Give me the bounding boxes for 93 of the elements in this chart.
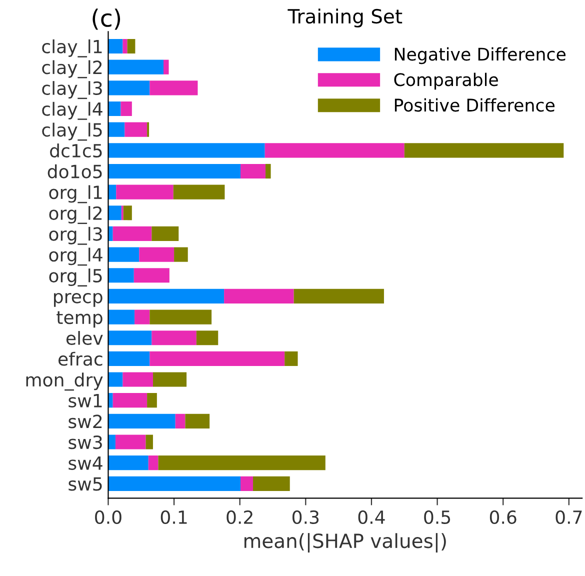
bar bbox=[108, 247, 140, 262]
bar bbox=[146, 434, 153, 450]
x-tick-label: 0.7 bbox=[556, 510, 582, 524]
bar bbox=[164, 60, 169, 74]
y-tick-label: sw1 bbox=[68, 394, 102, 408]
bar bbox=[240, 164, 266, 179]
bar bbox=[134, 310, 150, 324]
x-tick-label: 0.1 bbox=[160, 510, 187, 524]
bar bbox=[108, 122, 125, 137]
bar bbox=[152, 372, 187, 387]
y-tick-label: org_l1 bbox=[49, 185, 102, 204]
bar bbox=[115, 434, 146, 450]
bar bbox=[158, 456, 326, 470]
bar bbox=[108, 351, 150, 366]
bar bbox=[108, 372, 123, 387]
bar bbox=[112, 226, 152, 242]
bar bbox=[152, 226, 179, 242]
bar bbox=[266, 164, 271, 179]
bar bbox=[108, 143, 265, 158]
x-tick-label: 0.4 bbox=[358, 510, 385, 524]
bar bbox=[108, 330, 152, 346]
bar bbox=[122, 38, 128, 54]
y-tick-label: clay_l3 bbox=[42, 81, 102, 100]
bar bbox=[134, 268, 170, 283]
bar bbox=[185, 414, 210, 428]
bar bbox=[240, 476, 254, 491]
y-tick-label: sw5 bbox=[68, 477, 102, 491]
bar bbox=[108, 268, 134, 283]
bar bbox=[147, 393, 157, 408]
bar bbox=[108, 414, 176, 428]
bar bbox=[108, 101, 121, 116]
bar bbox=[108, 38, 123, 54]
x-tick-label: 0.6 bbox=[490, 510, 516, 524]
y-tick-label: temp bbox=[56, 311, 102, 328]
x-tick-label: 0.0 bbox=[95, 510, 122, 524]
y-tick-label: sw3 bbox=[68, 435, 102, 450]
bar bbox=[294, 288, 384, 304]
y-tick-label: org_l4 bbox=[49, 248, 102, 266]
bar bbox=[108, 288, 224, 304]
y-tick-label: sw4 bbox=[68, 456, 102, 470]
x-tick-label: 0.5 bbox=[424, 510, 450, 524]
bar bbox=[123, 206, 132, 220]
bar bbox=[108, 80, 150, 96]
bar bbox=[150, 80, 198, 96]
y-tick-label: org_l2 bbox=[49, 206, 102, 224]
bar bbox=[108, 164, 241, 179]
y-tick-label: clay_l1 bbox=[42, 39, 102, 58]
y-tick-label: sw2 bbox=[68, 414, 102, 428]
legend-label: Positive Difference bbox=[394, 98, 555, 112]
bar bbox=[108, 60, 164, 74]
bar bbox=[253, 476, 290, 491]
bar bbox=[120, 101, 132, 116]
text: (c) bbox=[92, 8, 120, 30]
bar bbox=[108, 434, 116, 450]
bar bbox=[152, 330, 196, 346]
y-tick-label: clay_l5 bbox=[42, 122, 102, 141]
bar bbox=[150, 351, 285, 366]
y-tick-label: do1o5 bbox=[48, 164, 102, 178]
y-tick-label: efrac bbox=[58, 352, 102, 366]
chart-title: Training Set bbox=[288, 8, 402, 28]
x-tick-label: 0.3 bbox=[292, 510, 319, 524]
y-tick-label: clay_l4 bbox=[42, 102, 102, 120]
bar bbox=[108, 456, 148, 470]
x-tick-label: 0.2 bbox=[226, 510, 252, 524]
bar bbox=[112, 393, 148, 408]
bar bbox=[139, 247, 174, 262]
bar bbox=[404, 143, 564, 158]
y-tick-label: org_l5 bbox=[49, 268, 102, 286]
bar bbox=[264, 143, 404, 158]
bar bbox=[127, 38, 136, 54]
bar bbox=[284, 351, 298, 366]
bar bbox=[108, 310, 135, 324]
y-tick-label: org_l3 bbox=[49, 226, 102, 245]
legend-label: Comparable bbox=[394, 72, 498, 90]
bar bbox=[175, 414, 186, 428]
y-tick-label: precp bbox=[54, 292, 102, 307]
y-tick-label: mon_dry bbox=[26, 372, 103, 391]
bar bbox=[122, 372, 153, 387]
bar bbox=[174, 247, 188, 262]
bar bbox=[196, 330, 218, 346]
bar bbox=[173, 184, 225, 200]
bar bbox=[148, 456, 158, 470]
y-tick-label: clay_l2 bbox=[42, 60, 102, 78]
y-tick-label: elev bbox=[66, 331, 103, 345]
y-tick-label: dc1c5 bbox=[50, 144, 102, 158]
bar bbox=[108, 206, 122, 220]
bar bbox=[124, 122, 148, 137]
bar bbox=[116, 184, 174, 200]
bar bbox=[150, 310, 212, 324]
bar bbox=[224, 288, 294, 304]
bar bbox=[108, 476, 241, 491]
legend-label: Negative Difference bbox=[394, 47, 566, 64]
x-axis-title: mean(|SHAP values|) bbox=[244, 533, 446, 553]
